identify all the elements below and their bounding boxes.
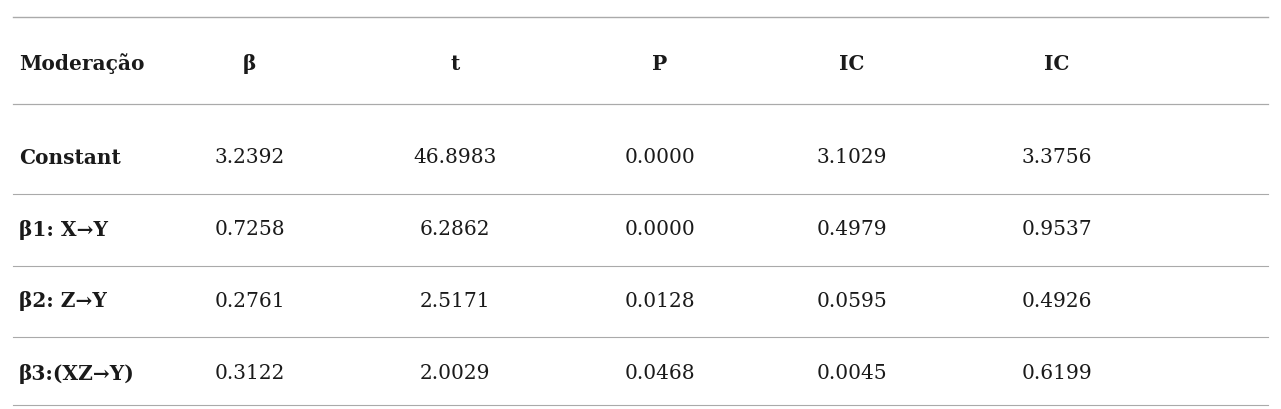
- Text: 0.0595: 0.0595: [816, 291, 888, 310]
- Text: 3.2392: 3.2392: [215, 148, 284, 167]
- Text: 0.0045: 0.0045: [816, 364, 888, 382]
- Text: 0.2761: 0.2761: [214, 291, 286, 310]
- Text: 0.3122: 0.3122: [215, 364, 284, 382]
- Text: β3:(XZ→Y): β3:(XZ→Y): [19, 363, 135, 383]
- Text: IC: IC: [1044, 54, 1070, 73]
- Text: β2: Z→Y: β2: Z→Y: [19, 291, 108, 310]
- Text: 0.0000: 0.0000: [624, 148, 696, 167]
- Text: 0.0128: 0.0128: [624, 291, 696, 310]
- Text: Constant: Constant: [19, 148, 120, 167]
- Text: t: t: [450, 54, 460, 73]
- Text: β1: X→Y: β1: X→Y: [19, 219, 108, 239]
- Text: 46.8983: 46.8983: [412, 148, 497, 167]
- Text: 0.0000: 0.0000: [624, 220, 696, 238]
- Text: 0.9537: 0.9537: [1021, 220, 1093, 238]
- Text: 2.5171: 2.5171: [419, 291, 491, 310]
- Text: P: P: [652, 54, 667, 73]
- Text: 0.7258: 0.7258: [214, 220, 286, 238]
- Text: 0.6199: 0.6199: [1021, 364, 1093, 382]
- Text: 2.0029: 2.0029: [419, 364, 491, 382]
- Text: Moderação: Moderação: [19, 53, 145, 74]
- Text: 6.2862: 6.2862: [419, 220, 491, 238]
- Text: 3.1029: 3.1029: [816, 148, 888, 167]
- Text: 0.4926: 0.4926: [1021, 291, 1093, 310]
- Text: 0.0468: 0.0468: [624, 364, 696, 382]
- Text: 0.4979: 0.4979: [816, 220, 888, 238]
- Text: IC: IC: [839, 54, 865, 73]
- Text: β: β: [243, 54, 256, 73]
- Text: 3.3756: 3.3756: [1021, 148, 1093, 167]
